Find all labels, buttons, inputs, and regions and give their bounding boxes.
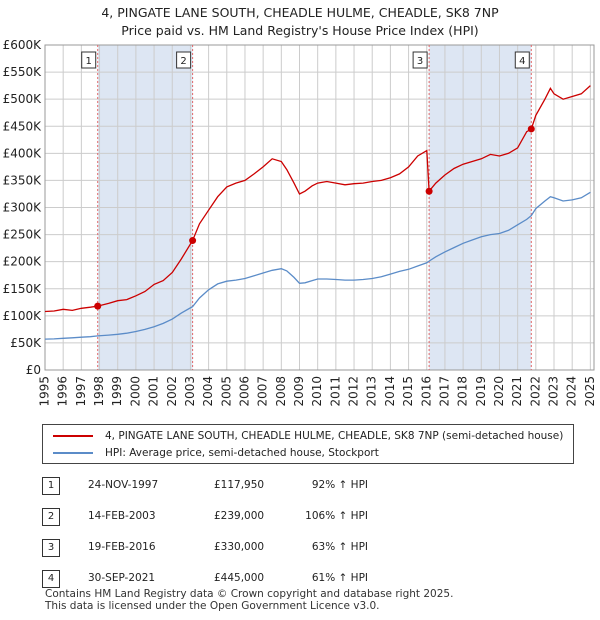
sale-row: 1 24-NOV-1997 £117,950 92% ↑ HPI [0, 475, 600, 499]
sale-row: 3 19-FEB-2016 £330,000 63% ↑ HPI [0, 537, 600, 561]
sale-point [94, 302, 102, 310]
sale-hpi-change: 92% ↑ HPI [311, 479, 368, 491]
sale-marker-box [514, 51, 530, 69]
x-tick-label: 2014 [383, 376, 397, 407]
legend-label-hpi: HPI: Average price, semi-detached house,… [105, 447, 379, 459]
x-tick-label: 2013 [365, 376, 379, 407]
x-tick-label: 2023 [547, 376, 561, 407]
sale-marker-box [176, 51, 192, 69]
sale-hpi-change: 63% ↑ HPI [311, 541, 368, 553]
y-tick-label: £450K [3, 119, 43, 133]
sale-price: £330,000 [214, 541, 265, 553]
x-tick-label: 2004 [201, 376, 215, 407]
hpi-line [44, 191, 591, 340]
y-tick-label: £50K [10, 336, 42, 350]
sale-marker-box [412, 51, 428, 69]
sale-marker-label: 3 [417, 56, 423, 67]
sale-row: 2 14-FEB-2003 £239,000 106% ↑ HPI [0, 506, 600, 530]
x-tick-label: 2012 [347, 376, 361, 407]
x-tick-label: 2011 [328, 376, 342, 407]
sale-date: 30-SEP-2021 [88, 572, 156, 584]
sale-number-badge: 1 [42, 477, 60, 495]
y-tick-label: £200K [3, 255, 43, 269]
sale-marker-box [81, 51, 97, 69]
sale-marker-label: 4 [519, 56, 525, 67]
y-tick-label: £150K [3, 282, 43, 296]
chart-title: 4, PINGATE LANE SOUTH, CHEADLE HULME, CH… [101, 5, 499, 20]
x-tick-label: 2010 [310, 376, 324, 407]
x-tick-label: 2018 [456, 376, 470, 407]
x-tick-label: 2022 [528, 376, 542, 407]
sale-point [527, 125, 535, 133]
legend: 4, PINGATE LANE SOUTH, CHEADLE HULME, CH… [42, 424, 574, 464]
x-tick-label: 2016 [419, 376, 433, 407]
x-tick-label: 2005 [219, 376, 233, 407]
sale-date: 14-FEB-2003 [88, 510, 156, 522]
y-tick-label: £100K [3, 309, 43, 323]
x-tick-label: 2007 [256, 376, 270, 407]
sale-price: £239,000 [214, 510, 265, 522]
x-tick-label: 2020 [492, 376, 506, 407]
y-tick-label: £500K [3, 92, 43, 106]
legend-swatch-property [53, 435, 93, 437]
x-tick-label: 2001 [147, 376, 161, 407]
x-tick-label: 2006 [237, 376, 251, 407]
property-price-line [44, 85, 591, 313]
legend-label-property: 4, PINGATE LANE SOUTH, CHEADLE HULME, CH… [105, 430, 564, 442]
x-tick-label: 2017 [437, 376, 451, 407]
sale-price: £445,000 [214, 572, 265, 584]
x-tick-label: 2024 [565, 376, 579, 407]
x-tick-label: 2000 [128, 376, 142, 407]
x-tick-label: 2025 [583, 376, 597, 407]
y-tick-label: £550K [3, 65, 43, 79]
legend-swatch-hpi [53, 452, 93, 454]
y-tick-label: £0 [26, 363, 41, 377]
sale-point [189, 237, 197, 245]
y-tick-label: £250K [3, 228, 43, 242]
y-tick-label: £400K [3, 146, 43, 160]
sale-number-badge: 4 [42, 570, 60, 588]
x-tick-label: 1999 [110, 376, 124, 407]
x-tick-label: 2019 [474, 376, 488, 407]
sale-price: £117,950 [214, 479, 265, 491]
sale-hpi-change: 61% ↑ HPI [311, 572, 368, 584]
x-tick-label: 2015 [401, 376, 415, 407]
sale-marker-label: 1 [86, 56, 92, 67]
y-tick-label: £300K [3, 201, 43, 215]
sale-date: 24-NOV-1997 [88, 479, 159, 491]
footer-copyright: Contains HM Land Registry data © Crown c… [45, 588, 454, 600]
plot-frame [44, 44, 595, 371]
x-tick-label: 1998 [92, 376, 106, 407]
sale-hpi-change: 106% ↑ HPI [305, 510, 368, 522]
x-tick-label: 2021 [510, 376, 524, 407]
x-tick-label: 1996 [56, 376, 70, 407]
sale-point [425, 187, 433, 195]
y-tick-label: £350K [3, 173, 43, 187]
x-tick-label: 2009 [292, 376, 306, 407]
sale-row: 4 30-SEP-2021 £445,000 61% ↑ HPI [0, 568, 600, 592]
chart-subtitle: Price paid vs. HM Land Registry's House … [121, 23, 479, 38]
footer: Contains HM Land Registry data © Crown c… [45, 588, 453, 612]
x-tick-label: 2002 [165, 376, 179, 407]
sale-number-badge: 2 [42, 508, 60, 526]
x-tick-label: 2008 [274, 376, 288, 407]
x-tick-label: 1997 [74, 376, 88, 407]
sale-marker-label: 2 [180, 56, 186, 67]
sale-number-badge: 3 [42, 539, 60, 557]
footer-licence: This data is licensed under the Open Gov… [45, 600, 380, 612]
x-tick-label: 1995 [38, 376, 52, 407]
y-tick-label: £600K [3, 38, 43, 52]
sale-date: 19-FEB-2016 [88, 541, 156, 553]
price-chart: £0 £50K £100K £150K £200K £250K £300K £350K £400… [3, 38, 597, 407]
x-tick-label: 2003 [183, 376, 197, 407]
